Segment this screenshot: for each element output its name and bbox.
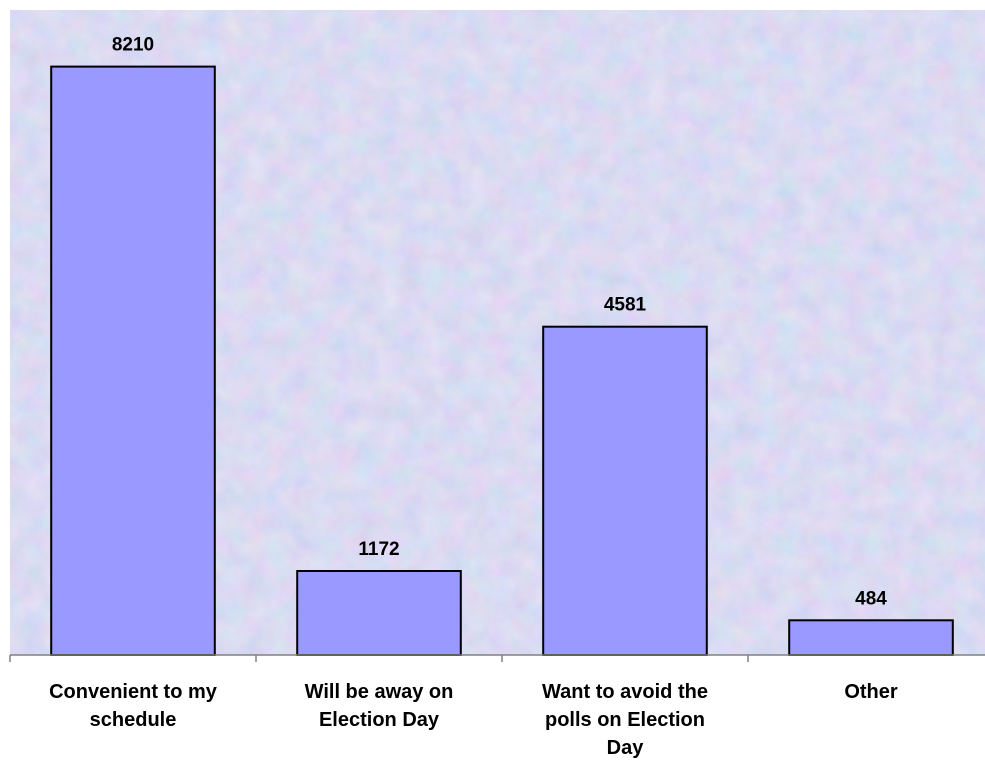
bar-2 xyxy=(542,325,708,656)
data-labels-group: 8210 1172 4581 484 xyxy=(112,35,887,610)
bar-1 xyxy=(296,570,462,656)
x-tick-label-0: Convenient to my schedule xyxy=(49,681,218,731)
x-tick-label-1: Will be away on Election Day xyxy=(305,681,454,731)
bar-3 xyxy=(788,619,954,656)
x-tick-label-2: Want to avoid the polls on Election Day xyxy=(542,681,708,759)
data-label-3: 484 xyxy=(855,588,887,609)
data-label-1: 1172 xyxy=(358,539,399,560)
category-labels-group: Convenient to my schedule Will be away on E… xyxy=(49,681,898,759)
data-label-2: 4581 xyxy=(604,295,647,316)
bars-group xyxy=(50,65,954,657)
x-tick-label-3: Other xyxy=(844,681,898,703)
x-axis xyxy=(9,654,985,662)
data-label-0: 8210 xyxy=(112,35,154,56)
bar-0 xyxy=(50,65,216,657)
